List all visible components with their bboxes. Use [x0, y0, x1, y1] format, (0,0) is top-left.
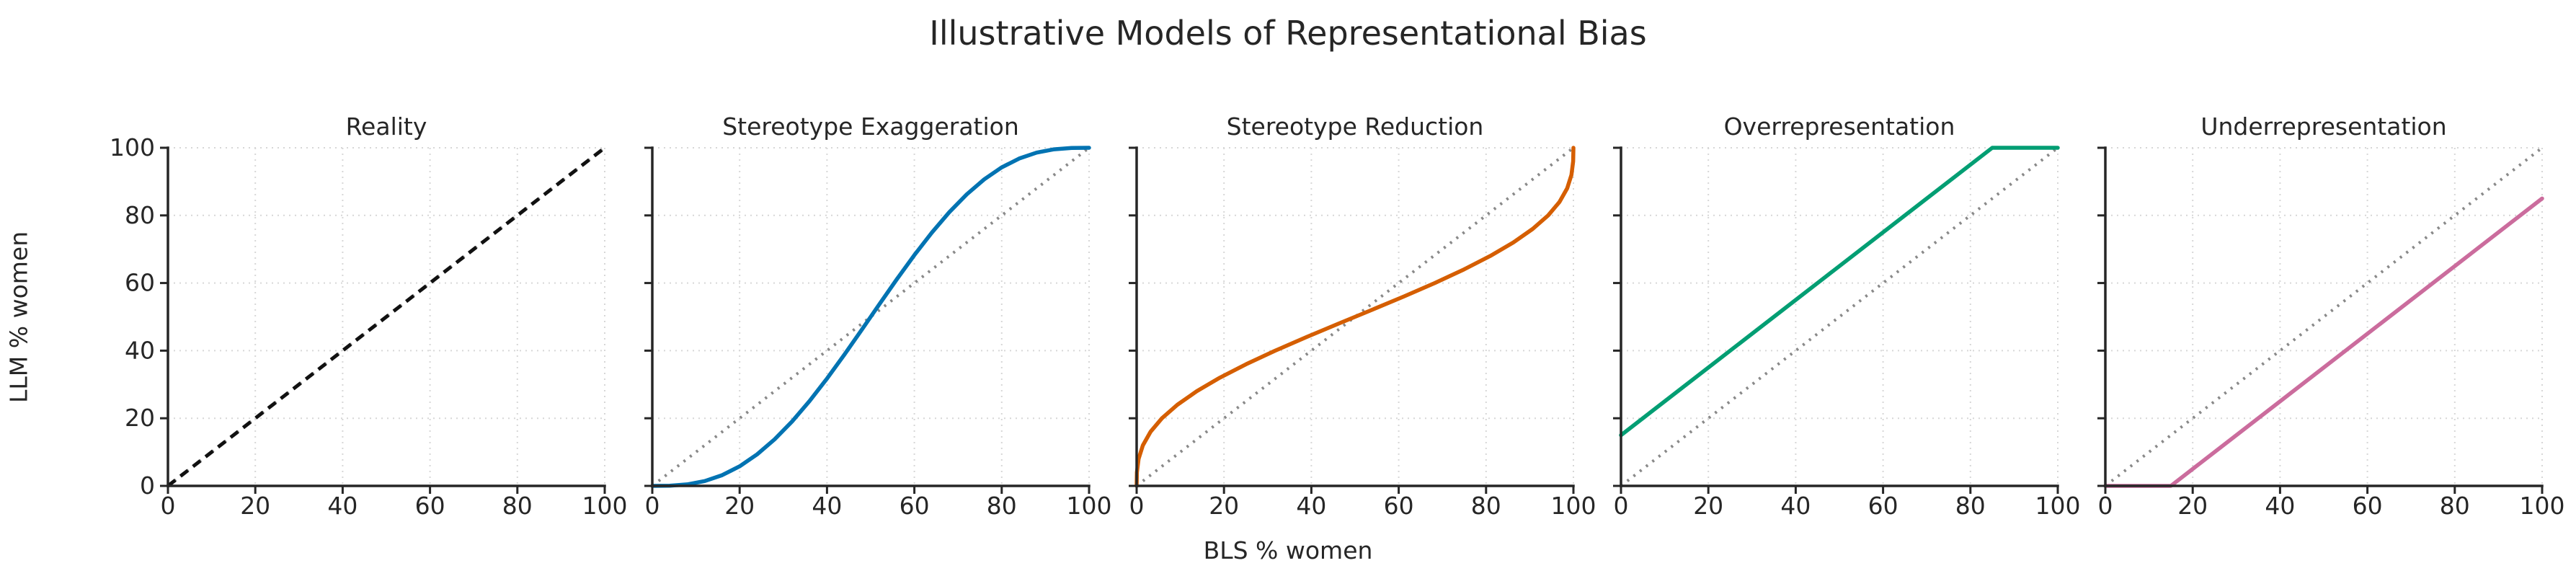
x-tick-label: 100	[1067, 492, 1112, 520]
panel-title: Overrepresentation	[1723, 112, 1955, 141]
x-tick-label: 60	[2353, 492, 2383, 520]
x-tick-label: 20	[1209, 492, 1239, 520]
x-tick-label: 0	[2098, 492, 2113, 520]
identity-line	[1135, 146, 1575, 487]
x-tick-label: 100	[2035, 492, 2081, 520]
model-line	[2103, 196, 2544, 488]
x-tick-label: 40	[1780, 492, 1811, 520]
x-tick-label: 40	[327, 492, 357, 520]
plot-area: 0 20 40 60 80 100	[2097, 146, 2565, 520]
x-tick-label: 60	[1868, 492, 1898, 520]
x-tick-label: 0	[1614, 492, 1629, 520]
x-tick-label: 100	[1551, 492, 1596, 520]
y-tick-label: 40	[125, 336, 155, 364]
x-tick-label: 80	[1955, 492, 1986, 520]
panel-reality: Reality 0 20 40 60 80 100 0 20 40 60 80 100	[110, 112, 628, 520]
y-tick-label: 100	[110, 133, 155, 161]
panel-stereotype-reduction: Stereotype Reduction 0 20 40 60 80 100	[1129, 112, 1596, 520]
plot-area: 0 20 40 60 80 100	[644, 146, 1112, 520]
y-tick-label: 80	[125, 201, 155, 229]
x-tick-label: 0	[161, 492, 176, 520]
x-tick-label: 80	[987, 492, 1017, 520]
model-line	[650, 146, 1091, 488]
figure-title: Illustrative Models of Representational …	[929, 14, 1647, 53]
plot-area: 0 20 40 60 80 100	[1129, 146, 1596, 520]
identity-line	[2104, 146, 2544, 487]
y-axis-label: LLM % women	[4, 231, 33, 403]
x-tick-label: 0	[1129, 492, 1145, 520]
y-tick-label: 60	[125, 269, 155, 297]
panel-title: Stereotype Exaggeration	[722, 112, 1019, 141]
x-tick-label: 40	[2265, 492, 2295, 520]
panel-title: Underrepresentation	[2200, 112, 2447, 141]
x-tick-label: 40	[812, 492, 842, 520]
x-tick-label: 100	[582, 492, 628, 520]
panel-underrepresentation: Underrepresentation 0 20 40 60 80 100	[2097, 112, 2565, 520]
model-line	[1619, 146, 2060, 438]
identity-line	[651, 146, 1091, 487]
x-tick-label: 20	[1693, 492, 1723, 520]
x-tick-label: 100	[2520, 492, 2565, 520]
x-tick-label: 20	[240, 492, 270, 520]
x-tick-label: 40	[1296, 492, 1326, 520]
identity-line	[1620, 146, 2059, 487]
x-tick-label: 80	[502, 492, 533, 520]
x-axis-label: BLS % women	[1203, 536, 1373, 564]
x-tick-label: 20	[2177, 492, 2208, 520]
x-tick-label: 60	[1384, 492, 1414, 520]
x-tick-label: 60	[415, 492, 445, 520]
model-line	[166, 146, 606, 487]
x-tick-label: 80	[1471, 492, 1501, 520]
panel-overrepresentation: Overrepresentation 0 20 40 60 80 100	[1613, 112, 2081, 520]
x-tick-label: 60	[900, 492, 930, 520]
x-tick-label: 0	[645, 492, 660, 520]
panel-stereotype-exaggeration: Stereotype Exaggeration 0 20 40 60 80 100	[644, 112, 1112, 520]
y-tick-label: 0	[140, 471, 155, 500]
model-line	[1134, 146, 1576, 488]
plot-area: 0 20 40 60 80 100	[1613, 146, 2081, 520]
x-tick-label: 80	[2440, 492, 2470, 520]
y-tick-label: 20	[125, 404, 155, 432]
x-tick-label: 20	[724, 492, 755, 520]
panel-title: Stereotype Reduction	[1226, 112, 1484, 141]
panel-title: Reality	[345, 112, 427, 141]
plot-area: 0 20 40 60 80 100 0 20 40 60 80 100	[110, 133, 628, 520]
